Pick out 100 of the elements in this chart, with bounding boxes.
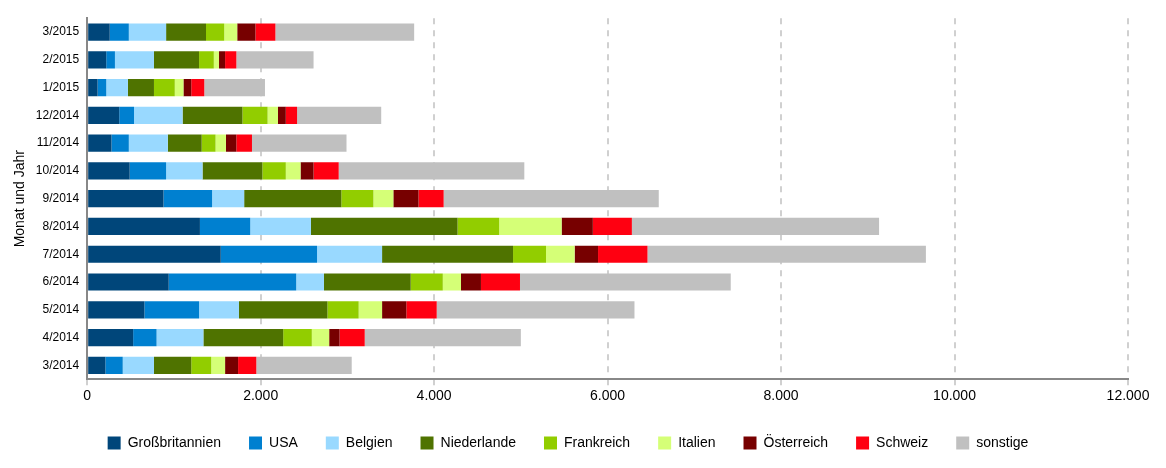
- bar: [106, 79, 128, 97]
- legend-label: Italien: [678, 433, 716, 450]
- bar: [561, 217, 593, 236]
- bar: [114, 51, 154, 69]
- y-tick-label: 9/2014: [42, 191, 80, 206]
- bar: [255, 23, 276, 41]
- bar: [156, 328, 204, 347]
- bar: [225, 356, 239, 374]
- x-tick-label: 8.000: [763, 387, 799, 404]
- legend-label: Schweiz: [876, 433, 929, 450]
- bar: [215, 134, 226, 152]
- bar: [323, 273, 411, 291]
- bar: [461, 273, 481, 291]
- bar: [339, 328, 365, 347]
- bar: [122, 356, 154, 374]
- bar: [129, 162, 167, 180]
- bar: [97, 79, 107, 97]
- y-tick-label: 10/2014: [35, 163, 80, 178]
- bar: [313, 162, 339, 180]
- bar: [88, 273, 169, 291]
- y-tick-label: 2/2015: [42, 52, 80, 67]
- bar: [358, 301, 383, 319]
- bar: [88, 134, 112, 152]
- bar: [163, 190, 213, 208]
- bar: [201, 134, 216, 152]
- bar: [436, 301, 635, 319]
- bar: [242, 106, 268, 124]
- bar: [238, 356, 257, 374]
- y-tick-label: 3/2014: [42, 357, 80, 372]
- bar: [199, 217, 251, 236]
- bar: [220, 245, 318, 263]
- bar: [225, 51, 237, 69]
- bar: [88, 328, 134, 347]
- bar: [153, 356, 192, 374]
- bar: [327, 301, 359, 319]
- bar: [238, 301, 328, 319]
- bar: [373, 190, 394, 208]
- legend-label: USA: [269, 433, 299, 450]
- bar: [224, 23, 238, 41]
- y-tick-label: 12/2014: [35, 107, 80, 122]
- bar: [250, 217, 311, 236]
- bar: [88, 245, 221, 263]
- bar: [300, 162, 314, 180]
- bar: [183, 79, 192, 97]
- bar: [168, 273, 297, 291]
- bar: [236, 51, 314, 69]
- bar: [199, 301, 239, 319]
- bar: [88, 79, 98, 97]
- bar: [213, 51, 220, 69]
- bar: [211, 356, 226, 374]
- bar: [382, 301, 407, 319]
- bar: [329, 328, 340, 347]
- bar: [296, 273, 324, 291]
- bar: [251, 134, 347, 152]
- legend-label: Belgien: [345, 433, 393, 450]
- bar: [406, 301, 437, 319]
- bar: [202, 162, 263, 180]
- bar: [236, 134, 252, 152]
- bar: [88, 51, 107, 69]
- bar: [106, 51, 115, 69]
- bar: [592, 217, 632, 236]
- bar: [237, 23, 256, 41]
- y-tick-label: 3/2015: [42, 24, 80, 39]
- legend-label: Niederlande: [440, 433, 517, 450]
- bar: [128, 23, 167, 41]
- bar: [382, 245, 514, 263]
- bar: [647, 245, 926, 263]
- bar: [191, 79, 205, 97]
- bar: [203, 328, 284, 347]
- y-tick-label: 1/2015: [42, 79, 80, 94]
- bar: [88, 106, 120, 124]
- bar: [338, 162, 525, 180]
- x-tick-label: 6.000: [590, 387, 626, 404]
- bar: [204, 79, 265, 97]
- bar: [88, 217, 200, 236]
- bar: [167, 134, 202, 152]
- x-tick-label: 4.000: [416, 387, 452, 404]
- bar: [310, 217, 458, 236]
- bar: [199, 51, 214, 69]
- bar: [88, 23, 110, 41]
- bar: [598, 245, 648, 263]
- bar: [256, 356, 352, 374]
- bar: [311, 328, 330, 347]
- bar: [212, 190, 245, 208]
- bar: [225, 134, 237, 152]
- bar: [119, 106, 135, 124]
- legend-label: Frankreich: [564, 433, 631, 450]
- y-axis-title: Monat und Jahr: [11, 149, 28, 248]
- bar: [109, 23, 129, 41]
- bar: [153, 79, 175, 97]
- x-tick-label: 12.000: [1106, 387, 1150, 404]
- bar: [285, 106, 298, 124]
- bar: [105, 356, 123, 374]
- x-tick-label: 10.000: [933, 387, 977, 404]
- bar: [457, 217, 500, 236]
- bar: [574, 245, 599, 263]
- bar: [88, 162, 130, 180]
- y-tick-label: 6/2014: [42, 274, 80, 289]
- legend-label: Österreich: [763, 432, 829, 450]
- bar: [262, 162, 286, 180]
